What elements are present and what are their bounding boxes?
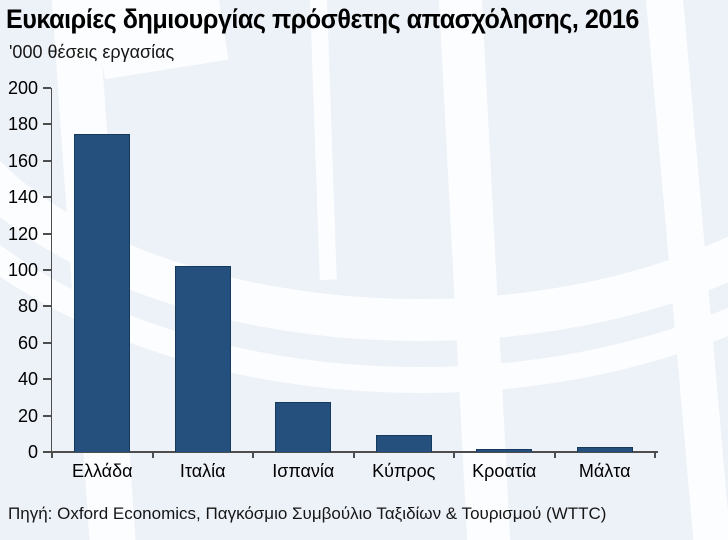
x-tick-mark xyxy=(453,452,455,458)
y-tick-label: 60 xyxy=(17,332,38,353)
category-labels: Ελλάδα Ιταλία Ισπανία Κύπρος Κροατία Μάλτα xyxy=(52,461,655,482)
x-axis-line xyxy=(44,451,658,453)
y-tick-label: 120 xyxy=(7,223,38,244)
x-tick-mark xyxy=(553,452,556,458)
category-label: Κροατία xyxy=(472,461,537,481)
y-tick-label: 140 xyxy=(7,187,38,208)
category-label: Ισπανία xyxy=(272,461,335,481)
y-tick-label: 200 xyxy=(7,78,38,98)
y-tick-label: 100 xyxy=(7,260,38,280)
category-label: Ιταλία xyxy=(179,461,226,481)
y-tick-mark xyxy=(43,196,51,199)
x-tick-mark xyxy=(352,452,355,458)
x-tick-mark xyxy=(151,452,154,458)
y-tick-mark xyxy=(43,378,51,381)
bar xyxy=(476,449,533,452)
chart-unit-label: '000 θέσεις εργασίας xyxy=(9,42,175,62)
y-tick-label: 180 xyxy=(7,114,38,135)
bar xyxy=(576,447,633,452)
y-tick-label: 0 xyxy=(27,442,38,462)
plot-area xyxy=(52,88,655,452)
y-tick-mark xyxy=(43,451,51,453)
y-tick-label: 160 xyxy=(7,150,38,171)
bar-slot xyxy=(454,88,555,452)
page-title: Ευκαιρίες δημιουργίας πρόσθετης απασχόλη… xyxy=(6,4,639,34)
y-tick-label: 20 xyxy=(17,405,38,426)
bar xyxy=(74,133,131,452)
bar xyxy=(375,434,432,452)
y-tick-mark xyxy=(43,159,51,162)
bar-slot xyxy=(153,88,254,452)
y-axis-line xyxy=(51,88,52,452)
y-tick-mark xyxy=(43,87,51,89)
y-tick-mark xyxy=(43,269,51,271)
category-label: Ελλάδα xyxy=(71,461,133,481)
bar-slot xyxy=(555,88,656,452)
y-tick-mark xyxy=(43,414,51,417)
y-tick-mark xyxy=(43,232,51,235)
bar-slot xyxy=(253,88,354,452)
bar-slot xyxy=(52,88,153,452)
y-tick-mark xyxy=(43,341,51,344)
y-tick-label: 40 xyxy=(17,369,38,390)
x-tick-mark xyxy=(51,452,53,458)
category-label: Κύπρος xyxy=(372,461,436,481)
bar xyxy=(174,266,231,452)
bar xyxy=(275,401,332,452)
y-tick-mark xyxy=(43,123,51,126)
bar-slot xyxy=(354,88,455,452)
y-tick-label: 80 xyxy=(17,296,38,317)
x-tick-mark xyxy=(252,452,254,458)
x-tick-mark xyxy=(654,452,656,458)
source-note: Πηγή: Oxford Economics, Παγκόσμιο Συμβού… xyxy=(8,504,607,523)
y-tick-mark xyxy=(43,305,51,308)
category-label: Μάλτα xyxy=(578,461,631,481)
